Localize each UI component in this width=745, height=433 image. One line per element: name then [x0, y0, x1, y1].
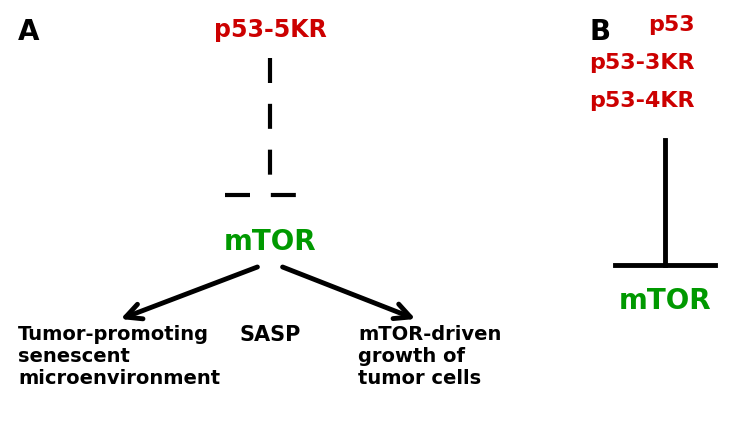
- Text: p53-3KR: p53-3KR: [589, 53, 695, 73]
- Text: A: A: [18, 18, 39, 46]
- Text: B: B: [590, 18, 611, 46]
- Text: mTOR-driven
growth of
tumor cells: mTOR-driven growth of tumor cells: [358, 325, 501, 388]
- Text: Tumor-promoting
senescent
microenvironment: Tumor-promoting senescent microenvironme…: [18, 325, 220, 388]
- Text: mTOR: mTOR: [224, 228, 317, 256]
- Text: mTOR: mTOR: [618, 287, 711, 315]
- Text: p53-5KR: p53-5KR: [214, 18, 326, 42]
- Text: SASP: SASP: [239, 325, 301, 345]
- Text: p53-4KR: p53-4KR: [589, 91, 695, 111]
- Text: p53: p53: [648, 15, 695, 35]
